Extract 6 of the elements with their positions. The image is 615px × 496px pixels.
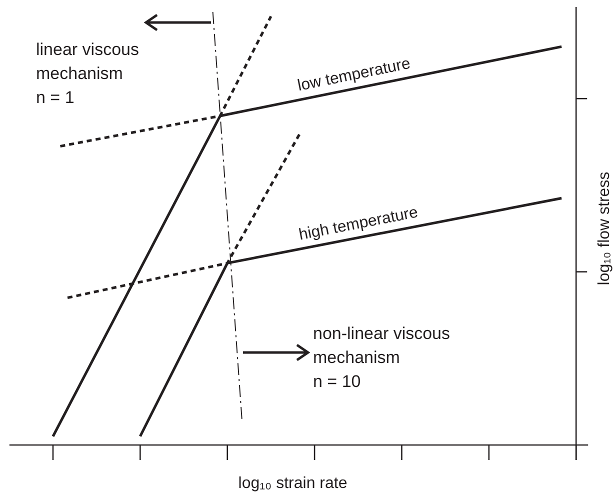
text: high temperature (298, 204, 420, 244)
annotation: linear viscous mechanism n = 1 (36, 40, 139, 107)
annotation: non-linear viscous mechanism n = 10 (313, 324, 450, 391)
x-axis-title: log₁₀ strain rate (238, 475, 348, 492)
text: low temperature (296, 55, 412, 95)
y-axis-title: log₁₀ flow stress (596, 172, 614, 286)
